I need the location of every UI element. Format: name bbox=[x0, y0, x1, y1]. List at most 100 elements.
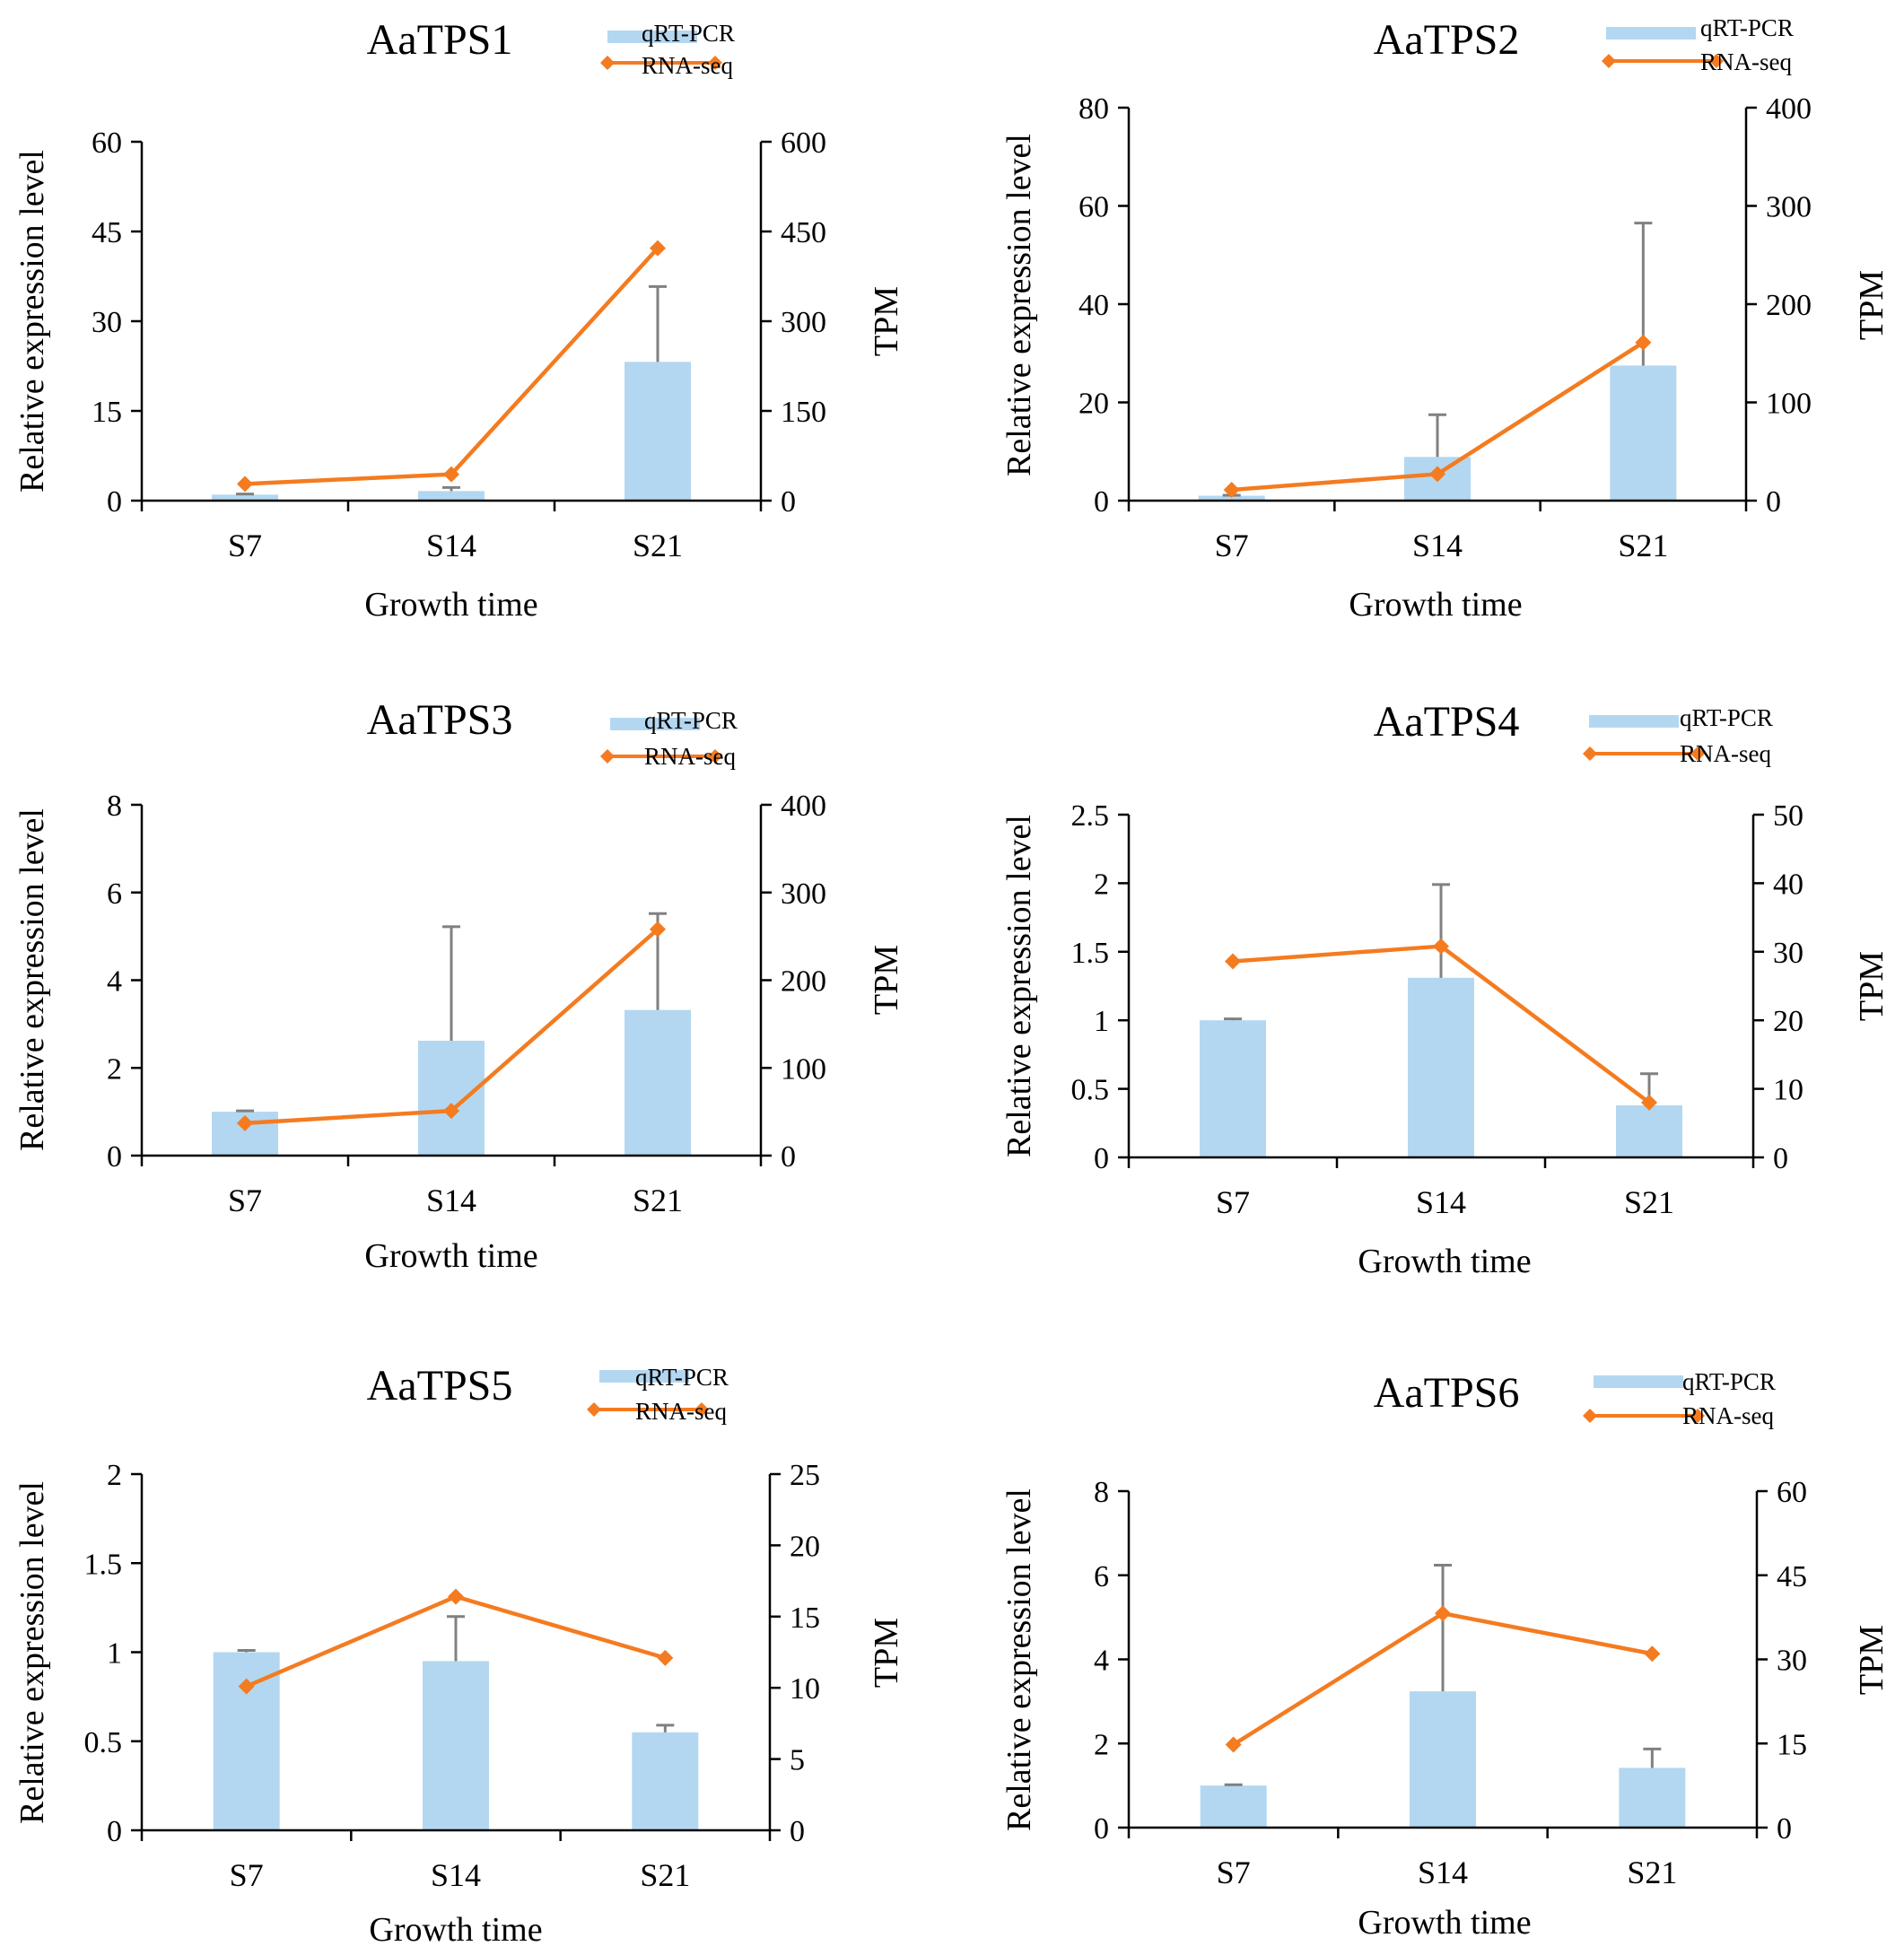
legend-line-marker bbox=[1602, 54, 1616, 68]
legend-bar-label: qRT-PCR bbox=[635, 1364, 729, 1391]
x-tick-label: S7 bbox=[1217, 1855, 1251, 1890]
rna-seq-point bbox=[443, 466, 459, 483]
legend-line-label: RNA-seq bbox=[642, 52, 733, 79]
rna-seq-point bbox=[1225, 1736, 1242, 1753]
y-tick-label: 4 bbox=[1094, 1645, 1109, 1678]
y2-tick-label: 0 bbox=[781, 485, 796, 519]
rna-seq-point bbox=[657, 1649, 674, 1666]
legend-bar-label: qRT-PCR bbox=[1700, 14, 1794, 41]
y2-tick-label: 45 bbox=[1777, 1560, 1807, 1593]
y-tick-label: 1 bbox=[1094, 1005, 1109, 1038]
x-tick-label: S7 bbox=[228, 528, 262, 563]
x-tick-label: S14 bbox=[1416, 1184, 1466, 1220]
bar bbox=[418, 491, 485, 501]
panel-AaTPS4: 0 0.5 1 1.5 2 2.5 0 10 20 30 40 50 S7 S14 S21 AaTPS4 Gro… bbox=[1000, 698, 1891, 1280]
y-tick-label: 40 bbox=[1079, 289, 1109, 322]
x-axis-label: Growth time bbox=[1358, 1904, 1531, 1942]
x-tick-label: S14 bbox=[426, 528, 476, 563]
y-tick-label: 60 bbox=[92, 127, 122, 160]
legend-line-marker bbox=[708, 749, 722, 764]
x-tick-label: S21 bbox=[633, 528, 683, 563]
legend: qRT-PCR RNA-seq bbox=[1602, 14, 1794, 75]
y-tick-label: 45 bbox=[92, 216, 122, 249]
legend-line-marker bbox=[708, 56, 722, 70]
legend-line-marker bbox=[694, 1402, 709, 1417]
y2-axis-label: TPM bbox=[1853, 1625, 1891, 1695]
legend-bar-swatch bbox=[1594, 1375, 1683, 1388]
rna-seq-point bbox=[650, 240, 666, 257]
y2-tick-label: 300 bbox=[781, 877, 826, 911]
bar bbox=[1616, 1104, 1682, 1157]
y2-tick-label: 200 bbox=[1766, 289, 1812, 322]
legend: qRT-PCR RNA-seq bbox=[587, 1364, 729, 1425]
y2-tick-label: 0 bbox=[781, 1140, 796, 1174]
chart-title: AaTPS6 bbox=[1374, 1369, 1520, 1417]
panel-AaTPS3: 0 2 4 6 8 0 100 200 300 400 S7 S14 S21 AaTPS3 Growth t… bbox=[13, 696, 905, 1275]
y2-axis-label: TPM bbox=[1853, 270, 1891, 340]
rna-seq-point bbox=[1223, 481, 1240, 498]
y-axis-label: Relative expression level bbox=[1000, 1488, 1038, 1831]
x-tick-label: S21 bbox=[1618, 528, 1668, 563]
y-tick-label: 0.5 bbox=[84, 1726, 123, 1759]
x-tick-label: S21 bbox=[1627, 1855, 1677, 1890]
rna-seq-point bbox=[238, 1678, 255, 1695]
x-axis-label: Growth time bbox=[364, 586, 537, 624]
rna-seq-line bbox=[244, 247, 659, 486]
rna-seq-point bbox=[1225, 953, 1241, 970]
x-axis-label: Growth time bbox=[369, 1911, 542, 1949]
y-tick-label: 0 bbox=[1094, 1812, 1109, 1846]
y-tick-label: 0 bbox=[1094, 1142, 1109, 1175]
y2-tick-label: 15 bbox=[790, 1602, 820, 1635]
y-tick-label: 1.5 bbox=[84, 1548, 123, 1581]
x-tick-label: S21 bbox=[640, 1857, 690, 1893]
y-tick-label: 2.5 bbox=[1071, 799, 1110, 833]
legend-line-label: RNA-seq bbox=[1682, 1402, 1774, 1429]
y-axis-label: Relative expression level bbox=[13, 1481, 51, 1824]
x-tick-label: S14 bbox=[426, 1183, 476, 1218]
y2-axis-label: TPM bbox=[868, 1618, 905, 1688]
x-tick-label: S7 bbox=[1215, 528, 1249, 563]
rna-seq-point bbox=[1635, 334, 1652, 351]
x-axis-label: Growth time bbox=[1358, 1243, 1531, 1280]
y2-tick-label: 10 bbox=[790, 1672, 820, 1706]
legend-bar-swatch bbox=[599, 1370, 689, 1383]
legend: qRT-PCR RNA-seq bbox=[1583, 704, 1773, 767]
y-tick-label: 1.5 bbox=[1071, 937, 1110, 970]
x-tick-label: S14 bbox=[1418, 1855, 1468, 1890]
legend-bar-label: qRT-PCR bbox=[1680, 704, 1773, 731]
bar bbox=[212, 494, 278, 501]
y-tick-label: 0 bbox=[107, 485, 122, 519]
legend-bar-swatch bbox=[1606, 27, 1696, 39]
legend-line-marker bbox=[1690, 746, 1705, 761]
bar bbox=[1198, 495, 1265, 501]
y2-axis-label: TPM bbox=[868, 945, 905, 1015]
chart-title: AaTPS5 bbox=[367, 1362, 513, 1410]
rna-seq-point bbox=[1433, 938, 1449, 955]
chart-title: AaTPS3 bbox=[367, 696, 513, 744]
legend-line-marker bbox=[600, 749, 615, 764]
y2-tick-label: 400 bbox=[1766, 92, 1812, 126]
legend-line-marker bbox=[587, 1402, 601, 1417]
panel-AaTPS6: 0 2 4 6 8 0 15 30 45 60 S7 S14 S21 AaTPS6 Growth time R… bbox=[1000, 1368, 1891, 1942]
x-tick-label: S7 bbox=[1216, 1184, 1250, 1220]
rna-seq-point bbox=[1641, 1094, 1657, 1111]
y-tick-label: 30 bbox=[92, 306, 122, 339]
chart-title: AaTPS1 bbox=[367, 16, 513, 64]
rna-seq-point bbox=[1429, 466, 1445, 483]
y-tick-label: 15 bbox=[92, 396, 122, 429]
y2-tick-label: 0 bbox=[1766, 485, 1781, 519]
bar bbox=[1408, 977, 1474, 1157]
legend: qRT-PCR RNA-seq bbox=[600, 20, 735, 79]
legend-line-marker bbox=[600, 56, 615, 70]
rna-seq-point bbox=[1644, 1645, 1661, 1663]
y-tick-label: 0 bbox=[107, 1140, 122, 1174]
y2-tick-label: 0 bbox=[1777, 1812, 1792, 1846]
y2-tick-label: 5 bbox=[790, 1744, 805, 1777]
rna-seq-point bbox=[237, 476, 253, 493]
y-tick-label: 0.5 bbox=[1071, 1074, 1110, 1107]
y2-tick-label: 400 bbox=[781, 790, 826, 823]
bar bbox=[1610, 365, 1677, 501]
